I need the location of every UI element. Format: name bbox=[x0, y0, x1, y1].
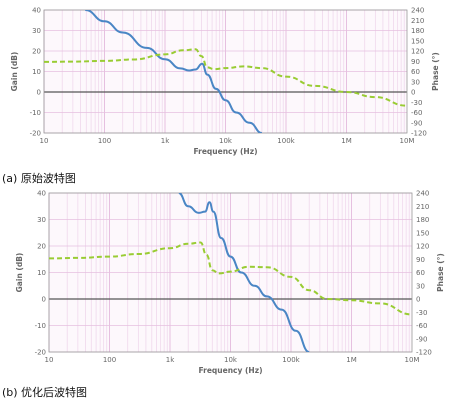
x-tick-label: 100 bbox=[103, 356, 116, 364]
y-tick-label: 20 bbox=[32, 48, 41, 56]
y2-tick-label: 0 bbox=[411, 89, 415, 97]
x-tick-label: 10k bbox=[224, 356, 238, 364]
y2-tick-label: 120 bbox=[416, 243, 429, 251]
y2-tick-label: 210 bbox=[411, 17, 424, 25]
y-tick-label: -20 bbox=[35, 349, 46, 357]
y2-tick-label: -120 bbox=[411, 130, 427, 138]
y-axis-title: Gain (dB) bbox=[10, 52, 19, 92]
y2-tick-label: 30 bbox=[416, 282, 425, 290]
y2-tick-label: 30 bbox=[411, 78, 420, 86]
y-tick-label: 30 bbox=[32, 27, 41, 35]
y-tick-label: 30 bbox=[37, 216, 46, 224]
x-tick-label: 10k bbox=[219, 137, 233, 145]
x-tick-label: 1k bbox=[166, 356, 175, 364]
phase-series-line bbox=[44, 48, 407, 107]
plot-frame bbox=[43, 9, 408, 134]
y2-tick-label: 0 bbox=[416, 296, 420, 304]
x-tick-label: 100k bbox=[277, 137, 295, 145]
y2-tick-label: 180 bbox=[416, 216, 429, 224]
y-tick-label: 20 bbox=[37, 243, 46, 251]
x-axis-title: Frequency (Hz) bbox=[193, 147, 257, 156]
bode-plot-a-svg: 10 100 1k 10k 100k 1M 10M403020100-10-20240210… bbox=[10, 7, 440, 157]
caption-a: (a) 原始波特图 bbox=[2, 172, 76, 185]
y2-tick-label: 240 bbox=[411, 7, 424, 15]
y-tick-label: -20 bbox=[30, 130, 41, 138]
y2-tick-label: 120 bbox=[411, 48, 424, 56]
y-tick-label: 0 bbox=[37, 89, 41, 97]
y2-tick-label: 150 bbox=[416, 229, 429, 237]
y2-tick-label: -90 bbox=[411, 119, 422, 127]
bode-chart-b: 10 100 1k 10k 100k 1M 10M 40 30 20 10 0 -10 -20 240 210… bbox=[0, 187, 470, 377]
y2-tick-label: 60 bbox=[416, 269, 425, 277]
y2-tick-label: -60 bbox=[416, 322, 427, 330]
y-tick-label: 0 bbox=[42, 296, 46, 304]
bode-plot-b-svg: 10 100 1k 10k 100k 1M 10M403020100-10-20240210… bbox=[15, 190, 445, 376]
x-tick-label: 100 bbox=[98, 137, 111, 145]
x-axis-title: Frequency (Hz) bbox=[198, 366, 262, 375]
y2-tick-label: 240 bbox=[416, 190, 429, 198]
y-tick-label: 40 bbox=[32, 7, 41, 15]
y2-tick-label: 180 bbox=[411, 27, 424, 35]
x-tick-label: 1M bbox=[346, 356, 357, 364]
y-tick-label: -10 bbox=[35, 322, 46, 330]
y2-axis-title: Phase (°) bbox=[436, 253, 445, 292]
y2-tick-label: -30 bbox=[416, 309, 427, 317]
y2-axis-title: Phase (°) bbox=[431, 52, 440, 91]
y2-tick-label: 150 bbox=[411, 37, 424, 45]
x-tick-label: 10 bbox=[45, 356, 54, 364]
y-axis-title: Gain (dB) bbox=[15, 253, 24, 293]
y2-tick-label: -30 bbox=[411, 99, 422, 107]
x-tick-label: 10M bbox=[405, 356, 420, 364]
phase-series-line bbox=[49, 241, 412, 316]
bode-chart-a: 10 100 1k 10k 100k 1M 10M 40 30 20 10 0 -10 -20 240 210… bbox=[0, 0, 470, 168]
plot-frame bbox=[48, 192, 413, 353]
y-tick-label: 10 bbox=[32, 68, 41, 76]
y2-tick-label: -60 bbox=[411, 109, 422, 117]
y2-tick-label: -120 bbox=[416, 349, 432, 357]
y2-tick-label: 210 bbox=[416, 203, 429, 211]
y-tick-label: -10 bbox=[30, 109, 41, 117]
x-tick-label: 1M bbox=[341, 137, 352, 145]
y2-tick-label: 60 bbox=[411, 68, 420, 76]
x-tick-label: 100k bbox=[282, 356, 300, 364]
x-tick-label: 10M bbox=[400, 137, 415, 145]
y2-tick-label: 90 bbox=[416, 256, 425, 264]
x-tick-label: 10 bbox=[40, 137, 49, 145]
gain-series-line bbox=[85, 10, 263, 133]
y-tick-label: 10 bbox=[37, 269, 46, 277]
y2-tick-label: 90 bbox=[411, 58, 420, 66]
caption-b: (b) 优化后波特图 bbox=[2, 386, 88, 399]
x-tick-label: 1k bbox=[161, 137, 170, 145]
gain-series-line bbox=[178, 193, 310, 352]
y-tick-label: 40 bbox=[37, 190, 46, 198]
y2-tick-label: -90 bbox=[416, 335, 427, 343]
